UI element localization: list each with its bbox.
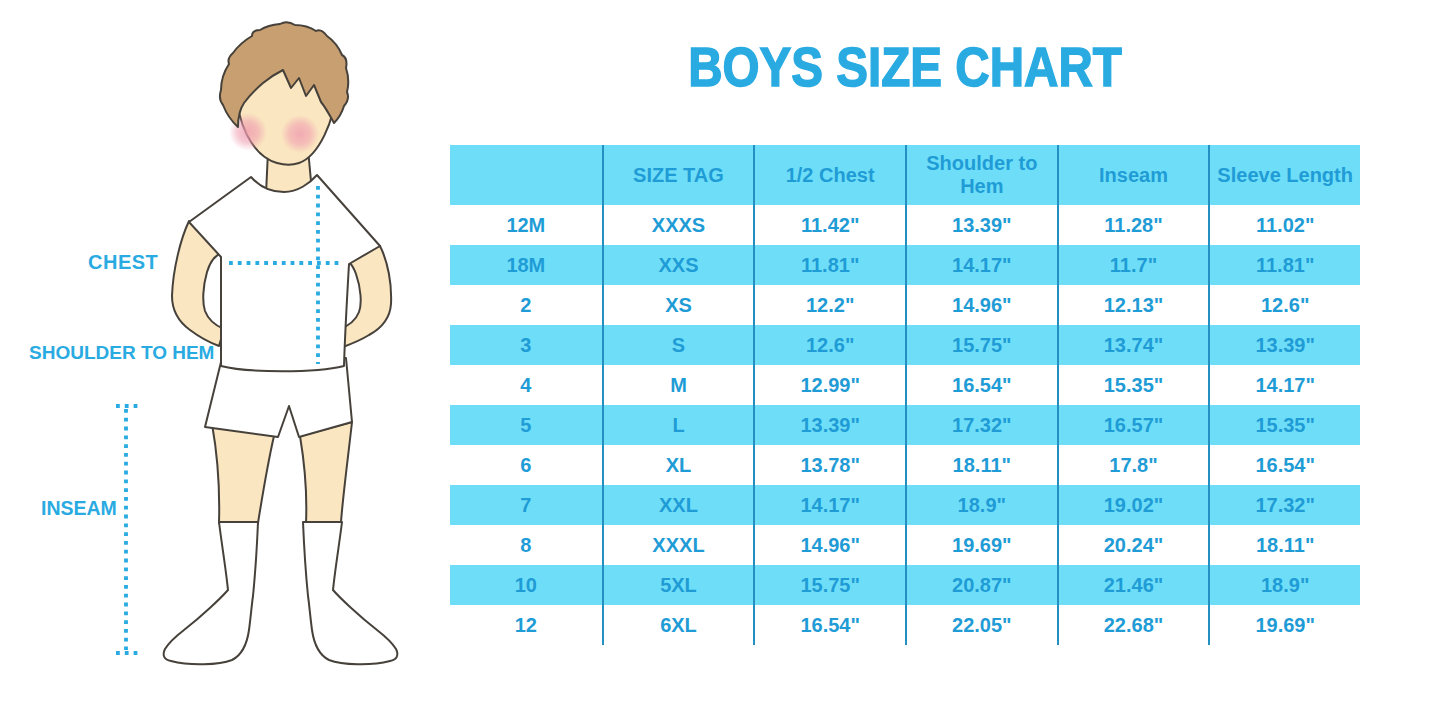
table-cell: 5XL — [602, 565, 754, 605]
table-cell: 14.17" — [1208, 365, 1360, 405]
table-cell: 20.87" — [905, 565, 1057, 605]
table-cell: 12 — [450, 605, 602, 645]
table-cell: 14.96" — [753, 525, 905, 565]
table-cell: M — [602, 365, 754, 405]
column-header: Sleeve Length — [1208, 145, 1360, 205]
table-cell: 18.9" — [905, 485, 1057, 525]
table-cell: 16.54" — [1208, 445, 1360, 485]
column-header: SIZE TAG — [602, 145, 754, 205]
table-cell: 17.8" — [1057, 445, 1209, 485]
table-cell: 13.39" — [905, 205, 1057, 245]
table-cell: 15.35" — [1208, 405, 1360, 445]
table-cell: 12M — [450, 205, 602, 245]
table-cell: 16.54" — [753, 605, 905, 645]
table-cell: S — [602, 325, 754, 365]
table-cell: 11.02" — [1208, 205, 1360, 245]
table-cell: 12.13" — [1057, 285, 1209, 325]
column-header — [450, 145, 602, 205]
table-cell: 13.78" — [753, 445, 905, 485]
table-cell: 22.05" — [905, 605, 1057, 645]
table-cell: XXS — [602, 245, 754, 285]
left-sock — [164, 522, 258, 664]
table-cell: 12.99" — [753, 365, 905, 405]
table-cell: 18M — [450, 245, 602, 285]
table-cell: XL — [602, 445, 754, 485]
column-header: 1/2 Chest — [753, 145, 905, 205]
table-cell: 11.81" — [1208, 245, 1360, 285]
table-cell: XXXS — [602, 205, 754, 245]
column-header: Inseam — [1057, 145, 1209, 205]
label-inseam: INSEAM — [41, 497, 117, 520]
table-cell: 5 — [450, 405, 602, 445]
table-cell: 19.69" — [905, 525, 1057, 565]
table-cell: 14.96" — [905, 285, 1057, 325]
table-cell: 13.39" — [1208, 325, 1360, 365]
table-cell: 12.2" — [753, 285, 905, 325]
table-cell: 15.35" — [1057, 365, 1209, 405]
table-cell: 13.39" — [753, 405, 905, 445]
table-cell: 17.32" — [905, 405, 1057, 445]
table-cell: 20.24" — [1057, 525, 1209, 565]
label-shoulder-to-hem: SHOULDER TO HEM — [29, 342, 214, 364]
table-cell: 16.57" — [1057, 405, 1209, 445]
table-cell: 14.17" — [753, 485, 905, 525]
table-cell: 19.69" — [1208, 605, 1360, 645]
table-cell: 12.6" — [1208, 285, 1360, 325]
table-cell: XS — [602, 285, 754, 325]
size-table: SIZE TAG1/2 ChestShoulder to HemInseamSl… — [450, 145, 1360, 645]
table-cell: L — [602, 405, 754, 445]
table-cell: 18.9" — [1208, 565, 1360, 605]
table-cell: 11.81" — [753, 245, 905, 285]
table-cell: 22.68" — [1057, 605, 1209, 645]
right-leg — [300, 422, 352, 523]
table-cell: 19.02" — [1057, 485, 1209, 525]
table-cell: 11.7" — [1057, 245, 1209, 285]
table-cell: 17.32" — [1208, 485, 1360, 525]
table-cell: XXL — [602, 485, 754, 525]
table-cell: 6XL — [602, 605, 754, 645]
page-title: BOYS SIZE CHART — [518, 34, 1292, 99]
table-cell: 14.17" — [905, 245, 1057, 285]
table-cell: 15.75" — [905, 325, 1057, 365]
table-cell: 10 — [450, 565, 602, 605]
table-cell: 11.42" — [753, 205, 905, 245]
label-chest: CHEST — [88, 251, 158, 274]
column-header: Shoulder to Hem — [905, 145, 1057, 205]
table-cell: 21.46" — [1057, 565, 1209, 605]
table-cell: 13.74" — [1057, 325, 1209, 365]
table-cell: 6 — [450, 445, 602, 485]
table-cell: 11.28" — [1057, 205, 1209, 245]
table-cell: 16.54" — [905, 365, 1057, 405]
table-cell: 3 — [450, 325, 602, 365]
table-cell: 18.11" — [905, 445, 1057, 485]
table-cell: 18.11" — [1208, 525, 1360, 565]
table-cell: 2 — [450, 285, 602, 325]
table-cell: 12.6" — [753, 325, 905, 365]
right-cheek — [281, 115, 319, 153]
table-cell: 15.75" — [753, 565, 905, 605]
table-cell: 8 — [450, 525, 602, 565]
table-cell: 7 — [450, 485, 602, 525]
table-cell: XXXL — [602, 525, 754, 565]
table-cell: 4 — [450, 365, 602, 405]
right-sock — [303, 522, 397, 664]
left-leg — [212, 424, 274, 523]
